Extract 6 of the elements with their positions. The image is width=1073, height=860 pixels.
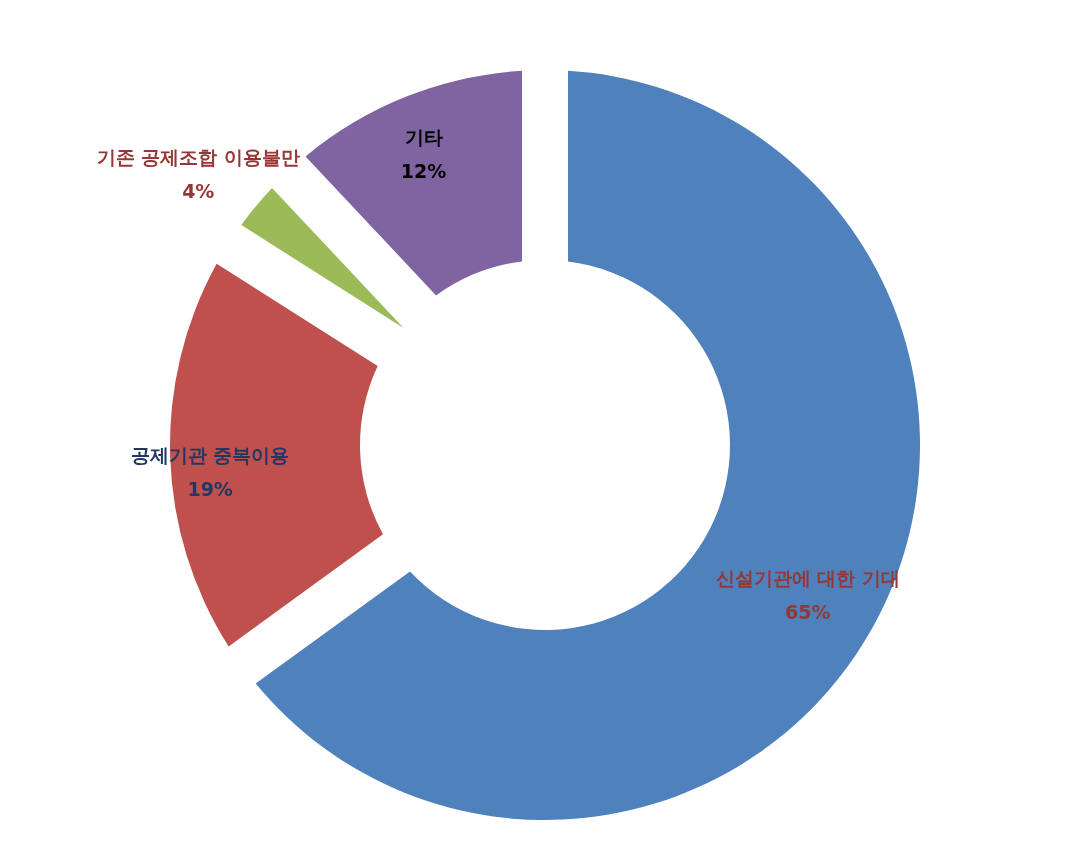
slice-label: 기타	[404, 126, 443, 149]
data-label: 12%	[400, 160, 447, 183]
slice-label: 기존 공제조합 이용불만	[96, 146, 300, 169]
data-label: 19%	[187, 477, 233, 500]
data-label: 4%	[182, 180, 215, 203]
data-label: 65%	[785, 600, 831, 623]
